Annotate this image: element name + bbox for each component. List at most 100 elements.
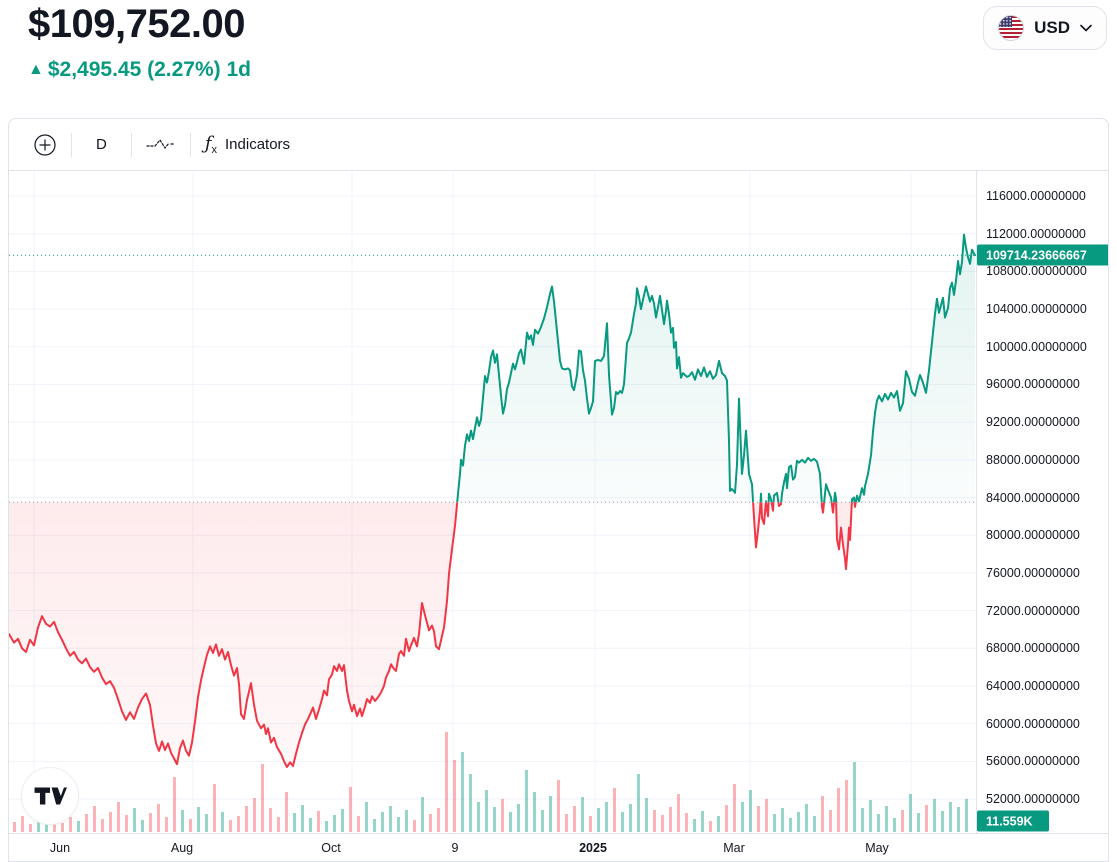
volume-bar xyxy=(653,810,656,832)
volume-bar xyxy=(213,784,216,832)
price-chart-svg xyxy=(9,171,976,833)
chart-style-button[interactable] xyxy=(132,127,190,163)
volume-bar xyxy=(141,820,144,832)
currency-label: USD xyxy=(1034,18,1070,37)
page-title: $109,752.00 xyxy=(28,2,245,46)
us-flag-icon xyxy=(998,15,1025,41)
volume-bar xyxy=(549,796,552,832)
volume-bar xyxy=(525,770,528,832)
y-axis-label: 80000.00000000 xyxy=(986,528,1080,543)
volume-bar xyxy=(117,802,120,832)
volume-bar xyxy=(149,813,152,832)
toolbar-separator xyxy=(130,132,132,157)
x-axis-label: Aug xyxy=(170,841,194,855)
volume-bar xyxy=(21,816,24,832)
interval-button[interactable]: D xyxy=(96,136,107,153)
y-axis-label: 72000.00000000 xyxy=(986,603,1080,618)
volume-bar xyxy=(373,819,376,832)
volume-bar xyxy=(357,816,360,832)
volume-bar xyxy=(157,804,160,832)
time-axis[interactable]: Jun Aug Oct 9 2025 Mar May xyxy=(9,833,1108,861)
x-axis-label: 2025 xyxy=(579,841,607,855)
volume-bar xyxy=(917,813,920,832)
volume-bar xyxy=(37,818,40,832)
indicators-button[interactable]: ƒx Indicators xyxy=(191,127,304,163)
volume-bar xyxy=(125,815,128,832)
volume-bar xyxy=(165,817,168,832)
volume-bar xyxy=(661,815,664,832)
volume-bar xyxy=(77,821,80,832)
volume-bar xyxy=(565,814,568,832)
volume-bar xyxy=(637,774,640,832)
volume-bar xyxy=(885,806,888,832)
volume-bar xyxy=(845,780,848,832)
currency-selector[interactable]: USD xyxy=(983,6,1107,50)
volume-bar xyxy=(197,807,200,832)
y-axis-label: 92000.00000000 xyxy=(986,415,1080,430)
volume-bar xyxy=(229,820,232,832)
volume-bar xyxy=(613,788,616,832)
add-compare-button[interactable] xyxy=(19,127,71,163)
volume-bar xyxy=(469,774,472,832)
tradingview-logo[interactable] xyxy=(21,767,79,825)
volume-bar xyxy=(557,780,560,832)
volume-bar xyxy=(701,811,704,832)
volume-bar xyxy=(877,814,880,832)
volume-bar xyxy=(301,805,304,832)
x-axis-label: 9 xyxy=(451,841,459,855)
volume-bar xyxy=(501,799,504,832)
volume-bar xyxy=(685,813,688,832)
price-change-text: $2,495.45 (2.27%) 1d xyxy=(47,58,251,81)
fx-icon: ƒx xyxy=(204,133,218,156)
chart-toolbar: D ƒx Indicators xyxy=(9,119,1108,171)
volume-bar xyxy=(709,821,712,832)
volume-bar xyxy=(597,808,600,832)
volume-bar xyxy=(893,818,896,832)
volume-bar xyxy=(277,817,280,832)
volume-bar xyxy=(429,814,432,832)
volume-bar xyxy=(941,811,944,832)
volume-bar xyxy=(85,814,88,832)
volume-bar xyxy=(53,820,56,832)
x-axis-label: May xyxy=(865,841,889,855)
toolbar-separator xyxy=(71,132,72,157)
y-axis-label: 76000.00000000 xyxy=(986,565,1080,580)
chart-area-row: 109714.23666667 11.559K 116000.00000000 1… xyxy=(9,171,1108,833)
up-arrow-icon: ▲ xyxy=(28,61,44,78)
volume-bar xyxy=(453,760,456,832)
volume-bar xyxy=(317,811,320,832)
volume-bar xyxy=(901,810,904,832)
volume-bar xyxy=(869,800,872,832)
volume-bar xyxy=(173,777,176,832)
volume-bar xyxy=(957,807,960,832)
volume-bar xyxy=(789,818,792,832)
volume-bar xyxy=(493,807,496,832)
x-axis-label: Mar xyxy=(723,841,745,855)
volume-bar xyxy=(693,819,696,832)
volume-bar xyxy=(381,812,384,832)
volume-bar xyxy=(749,790,752,832)
volume-bar xyxy=(725,805,728,832)
current-price-badge: 109714.23666667 xyxy=(977,244,1108,266)
volume-bar xyxy=(485,790,488,832)
y-axis-label: 68000.00000000 xyxy=(986,641,1080,656)
volume-bar xyxy=(29,824,32,832)
chart-style-icon xyxy=(146,138,176,149)
volume-bar xyxy=(237,816,240,832)
area-below-baseline xyxy=(9,502,856,767)
price-axis[interactable]: 109714.23666667 11.559K 116000.00000000 1… xyxy=(976,171,1108,833)
volume-bar xyxy=(757,806,760,832)
volume-bar xyxy=(13,822,16,832)
volume-bar xyxy=(909,794,912,832)
y-axis-label: 100000.00000000 xyxy=(986,339,1087,354)
volume-bar xyxy=(677,794,680,832)
volume-bar xyxy=(949,802,952,832)
volume-bar xyxy=(133,808,136,832)
area-above-baseline xyxy=(9,234,975,503)
volume-bar xyxy=(533,792,536,832)
volume-bar xyxy=(293,813,296,832)
volume-bar xyxy=(517,804,520,832)
volume-bar xyxy=(253,798,256,832)
chart-plot-area[interactable] xyxy=(9,171,976,833)
y-axis-label: 108000.00000000 xyxy=(986,264,1087,279)
